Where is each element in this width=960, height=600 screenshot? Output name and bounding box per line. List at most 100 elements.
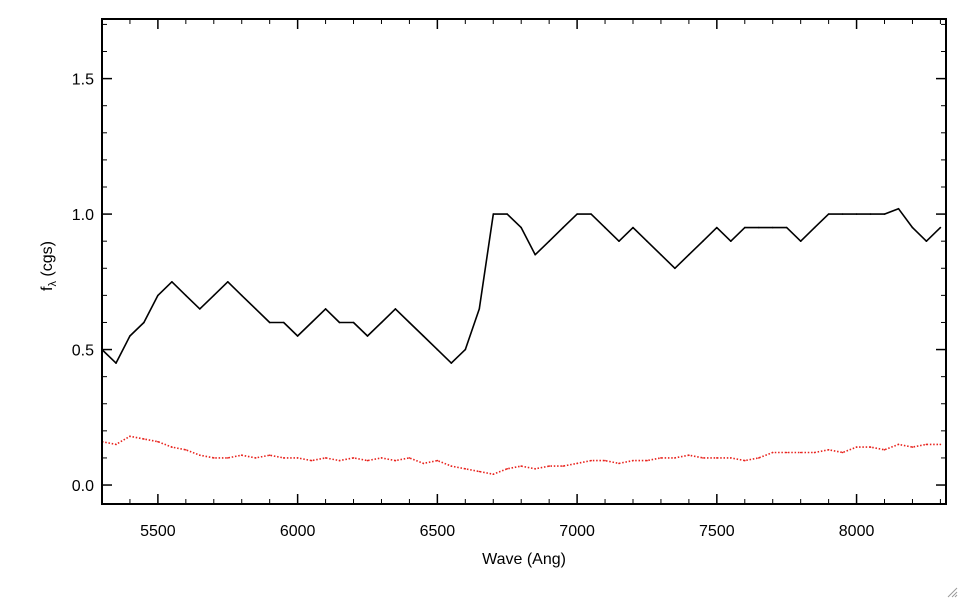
y-axis-title-unit: (cgs)	[39, 241, 56, 277]
series-1-point	[199, 308, 201, 310]
series-2-point	[883, 449, 886, 451]
series-2-point	[841, 451, 844, 454]
series-1-point	[590, 213, 592, 215]
series-2-point	[660, 457, 662, 459]
series-2-point	[688, 454, 690, 457]
series-2-point	[324, 457, 327, 459]
series-2-point	[618, 462, 620, 465]
resize-grip-icon[interactable]	[946, 586, 958, 598]
series-2-point	[199, 454, 201, 457]
series-1-point	[883, 213, 886, 215]
series-2-point	[897, 443, 900, 446]
series-1-point	[660, 253, 662, 256]
series-2-point	[758, 457, 760, 459]
series-1-point	[925, 240, 928, 242]
series-2-point	[730, 457, 732, 459]
series-1-point	[366, 335, 369, 337]
series-2-point	[492, 473, 495, 476]
series-1-point	[674, 267, 676, 270]
series-1-point	[716, 226, 718, 229]
series-2-point	[408, 457, 411, 459]
series-1-point	[338, 321, 341, 324]
series-1-point	[534, 253, 536, 256]
series-1-point	[688, 253, 690, 256]
series-1-point	[436, 348, 439, 351]
series-2-point	[282, 457, 285, 459]
series-2-point	[240, 454, 243, 457]
series-1-point	[171, 281, 173, 283]
x-axis-title: Wave (Ang)	[482, 551, 566, 568]
series-1-point	[464, 348, 467, 351]
y-tick-label: 1.5	[72, 72, 94, 89]
series-2-point	[562, 465, 564, 467]
series-2-point	[520, 465, 522, 467]
series-1-point	[562, 226, 564, 229]
series-2-point	[366, 459, 369, 462]
series-2-point	[338, 459, 341, 462]
series-1-point	[897, 207, 900, 210]
series-1-point	[604, 226, 606, 229]
x-tick-label: 6500	[420, 523, 456, 540]
series-2-point	[590, 459, 592, 462]
series-2-point	[869, 446, 872, 448]
series-2-point	[450, 465, 453, 467]
series-1-point	[939, 226, 942, 229]
series-2-point	[785, 451, 788, 454]
series-2-point	[422, 462, 425, 465]
series-2-point	[464, 468, 467, 470]
series-2-point	[548, 465, 550, 467]
series-2-point	[436, 459, 439, 462]
series-1-point	[352, 321, 355, 324]
series-1-point	[702, 240, 704, 242]
series-1-point	[632, 226, 634, 229]
x-tick-label: 5500	[140, 523, 176, 540]
series-1-point	[576, 213, 578, 215]
series-1-point	[310, 321, 313, 324]
series-2-point	[576, 462, 578, 465]
series-2-point	[227, 457, 229, 459]
series-1-point	[408, 321, 411, 324]
series-1-point	[799, 240, 802, 242]
series-2-point	[939, 443, 942, 446]
series-2-point	[185, 449, 187, 451]
series-1-point	[478, 308, 481, 310]
x-tick-label: 6000	[280, 523, 316, 540]
series-1-point	[143, 321, 145, 324]
series-2-point	[506, 468, 509, 470]
svg-text:fλ (cgs): fλ (cgs)	[39, 241, 59, 291]
series-1-point	[450, 362, 453, 364]
series-1-point	[785, 226, 788, 229]
series-1-point	[730, 240, 732, 242]
series-1-point	[646, 240, 648, 242]
series-1-point	[240, 294, 243, 297]
x-tick-label: 8000	[839, 523, 875, 540]
series-1-point	[813, 226, 816, 229]
series-1-point	[227, 281, 229, 283]
series-1-point	[827, 213, 830, 215]
plot-frame	[101, 18, 947, 505]
series-1-point	[380, 321, 383, 324]
series-1-point	[115, 362, 117, 364]
series-1-point	[771, 226, 774, 229]
series-2-point	[771, 451, 774, 454]
series-1-point	[268, 321, 271, 324]
series-1-point	[492, 213, 495, 215]
series-1-point	[744, 226, 746, 229]
series-1-point	[618, 240, 620, 242]
series-1-point	[548, 240, 550, 242]
y-axis-title-main: f	[39, 286, 56, 291]
y-tick-label: 1.0	[72, 207, 94, 224]
series-2-point	[744, 459, 746, 462]
series-layer	[102, 207, 942, 476]
y-tick-label: 0.0	[72, 478, 94, 495]
series-2-point	[394, 459, 397, 462]
series-1-point	[422, 335, 425, 337]
y-tick-label: 0.5	[72, 343, 94, 360]
series-1-point	[282, 321, 285, 324]
series-2-point	[925, 443, 928, 446]
y-axis-title-subscript: λ	[47, 281, 59, 287]
series-1-point	[506, 213, 509, 215]
series-1-point	[324, 308, 327, 310]
series-2-point	[380, 457, 383, 459]
